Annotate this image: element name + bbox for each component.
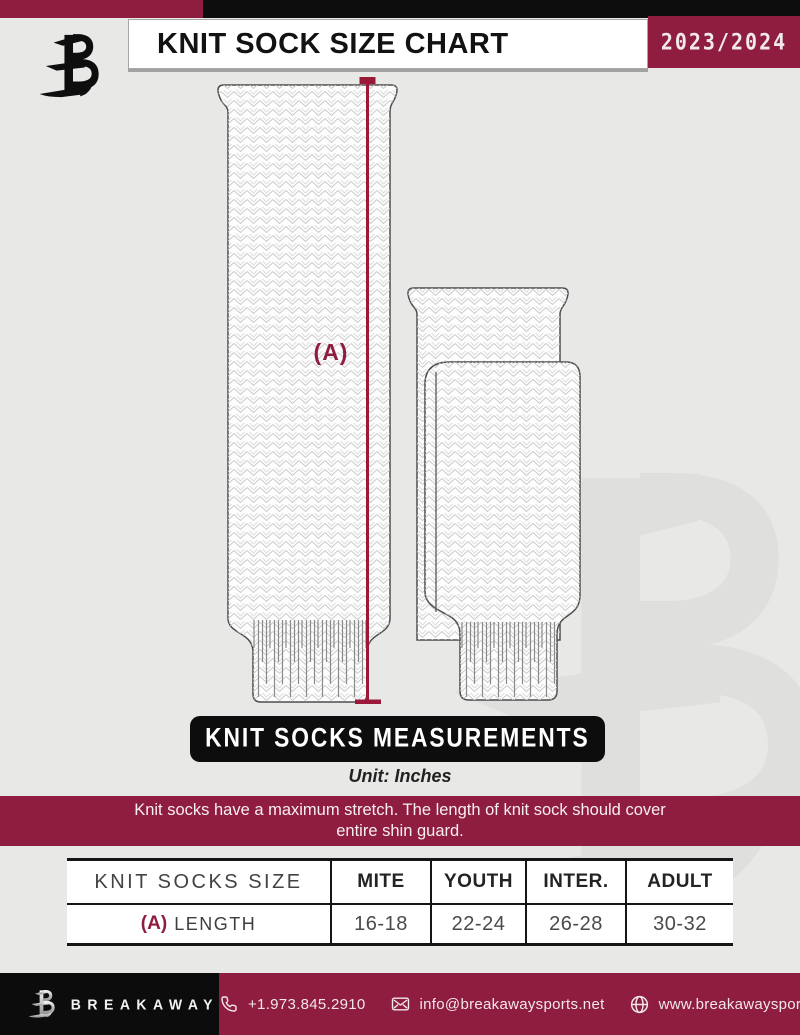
footer-email: info@breakawaysports.net xyxy=(390,994,605,1014)
table-header-adult: ADULT xyxy=(625,861,733,905)
table-header-size: KNIT SOCKS SIZE xyxy=(67,861,330,905)
footer-email-text: info@breakawaysports.net xyxy=(419,995,605,1013)
breakaway-b-logo-icon xyxy=(38,27,108,105)
measurements-banner: KNIT SOCKS MEASUREMENTS xyxy=(190,716,605,762)
season-box: 2023/2024 xyxy=(648,16,800,68)
table-value-inter: 26-28 xyxy=(525,905,625,943)
table-header-inter: INTER. xyxy=(525,861,625,905)
page-title: KNIT SOCK SIZE CHART xyxy=(157,27,509,60)
footer: BREAKAWAY +1.973.845.2910 info@breakaway… xyxy=(0,973,800,1035)
email-icon xyxy=(391,997,409,1011)
footer-brand-block: BREAKAWAY xyxy=(0,973,219,1035)
table-value-mite: 16-18 xyxy=(330,905,430,943)
table-header-youth: YOUTH xyxy=(430,861,525,905)
size-table: KNIT SOCKS SIZE MITE YOUTH INTER. ADULT … xyxy=(67,858,733,946)
table-header-mite: MITE xyxy=(330,861,430,905)
stretch-note-line2: entire shin guard. xyxy=(336,822,464,840)
measure-line-a xyxy=(355,77,381,704)
top-bar-maroon xyxy=(0,0,203,18)
stretch-note-line1: Knit socks have a maximum stretch. The l… xyxy=(134,801,666,819)
table-value-adult: 30-32 xyxy=(625,905,733,943)
phone-icon xyxy=(221,996,237,1012)
row-label-prefix: (A) xyxy=(140,913,168,934)
table-value-youth: 22-24 xyxy=(430,905,525,943)
footer-phone: +1.973.845.2910 xyxy=(219,994,366,1014)
sock-rib-texture xyxy=(460,622,557,700)
sock-adult-large xyxy=(217,84,398,703)
breakaway-b-logo-icon xyxy=(28,982,59,1026)
footer-brand-name: BREAKAWAY xyxy=(70,995,219,1013)
measurements-banner-text: KNIT SOCKS MEASUREMENTS xyxy=(205,723,590,754)
footer-contact-block: +1.973.845.2910 info@breakawaysports.net xyxy=(219,973,800,1035)
title-box: KNIT SOCK SIZE CHART xyxy=(128,19,648,69)
globe-icon xyxy=(630,995,648,1013)
unit-label: Unit: Inches xyxy=(348,766,452,786)
row-label-text: LENGTH xyxy=(174,913,257,934)
season-label: 2023/2024 xyxy=(660,28,788,56)
footer-website: www.breakawaysports.net xyxy=(629,994,800,1015)
sock-rib-texture xyxy=(253,620,367,702)
table-row-label: (A) LENGTH xyxy=(67,905,330,943)
footer-website-text: www.breakawaysports.net xyxy=(658,995,800,1013)
footer-phone-text: +1.973.845.2910 xyxy=(248,995,366,1013)
sock-diagram: (A) xyxy=(217,77,581,704)
sock-folded-front xyxy=(424,361,581,701)
top-bar-black xyxy=(203,0,800,18)
measure-label-a: (A) xyxy=(314,339,349,365)
stretch-note-banner: Knit socks have a maximum stretch. The l… xyxy=(0,796,800,846)
